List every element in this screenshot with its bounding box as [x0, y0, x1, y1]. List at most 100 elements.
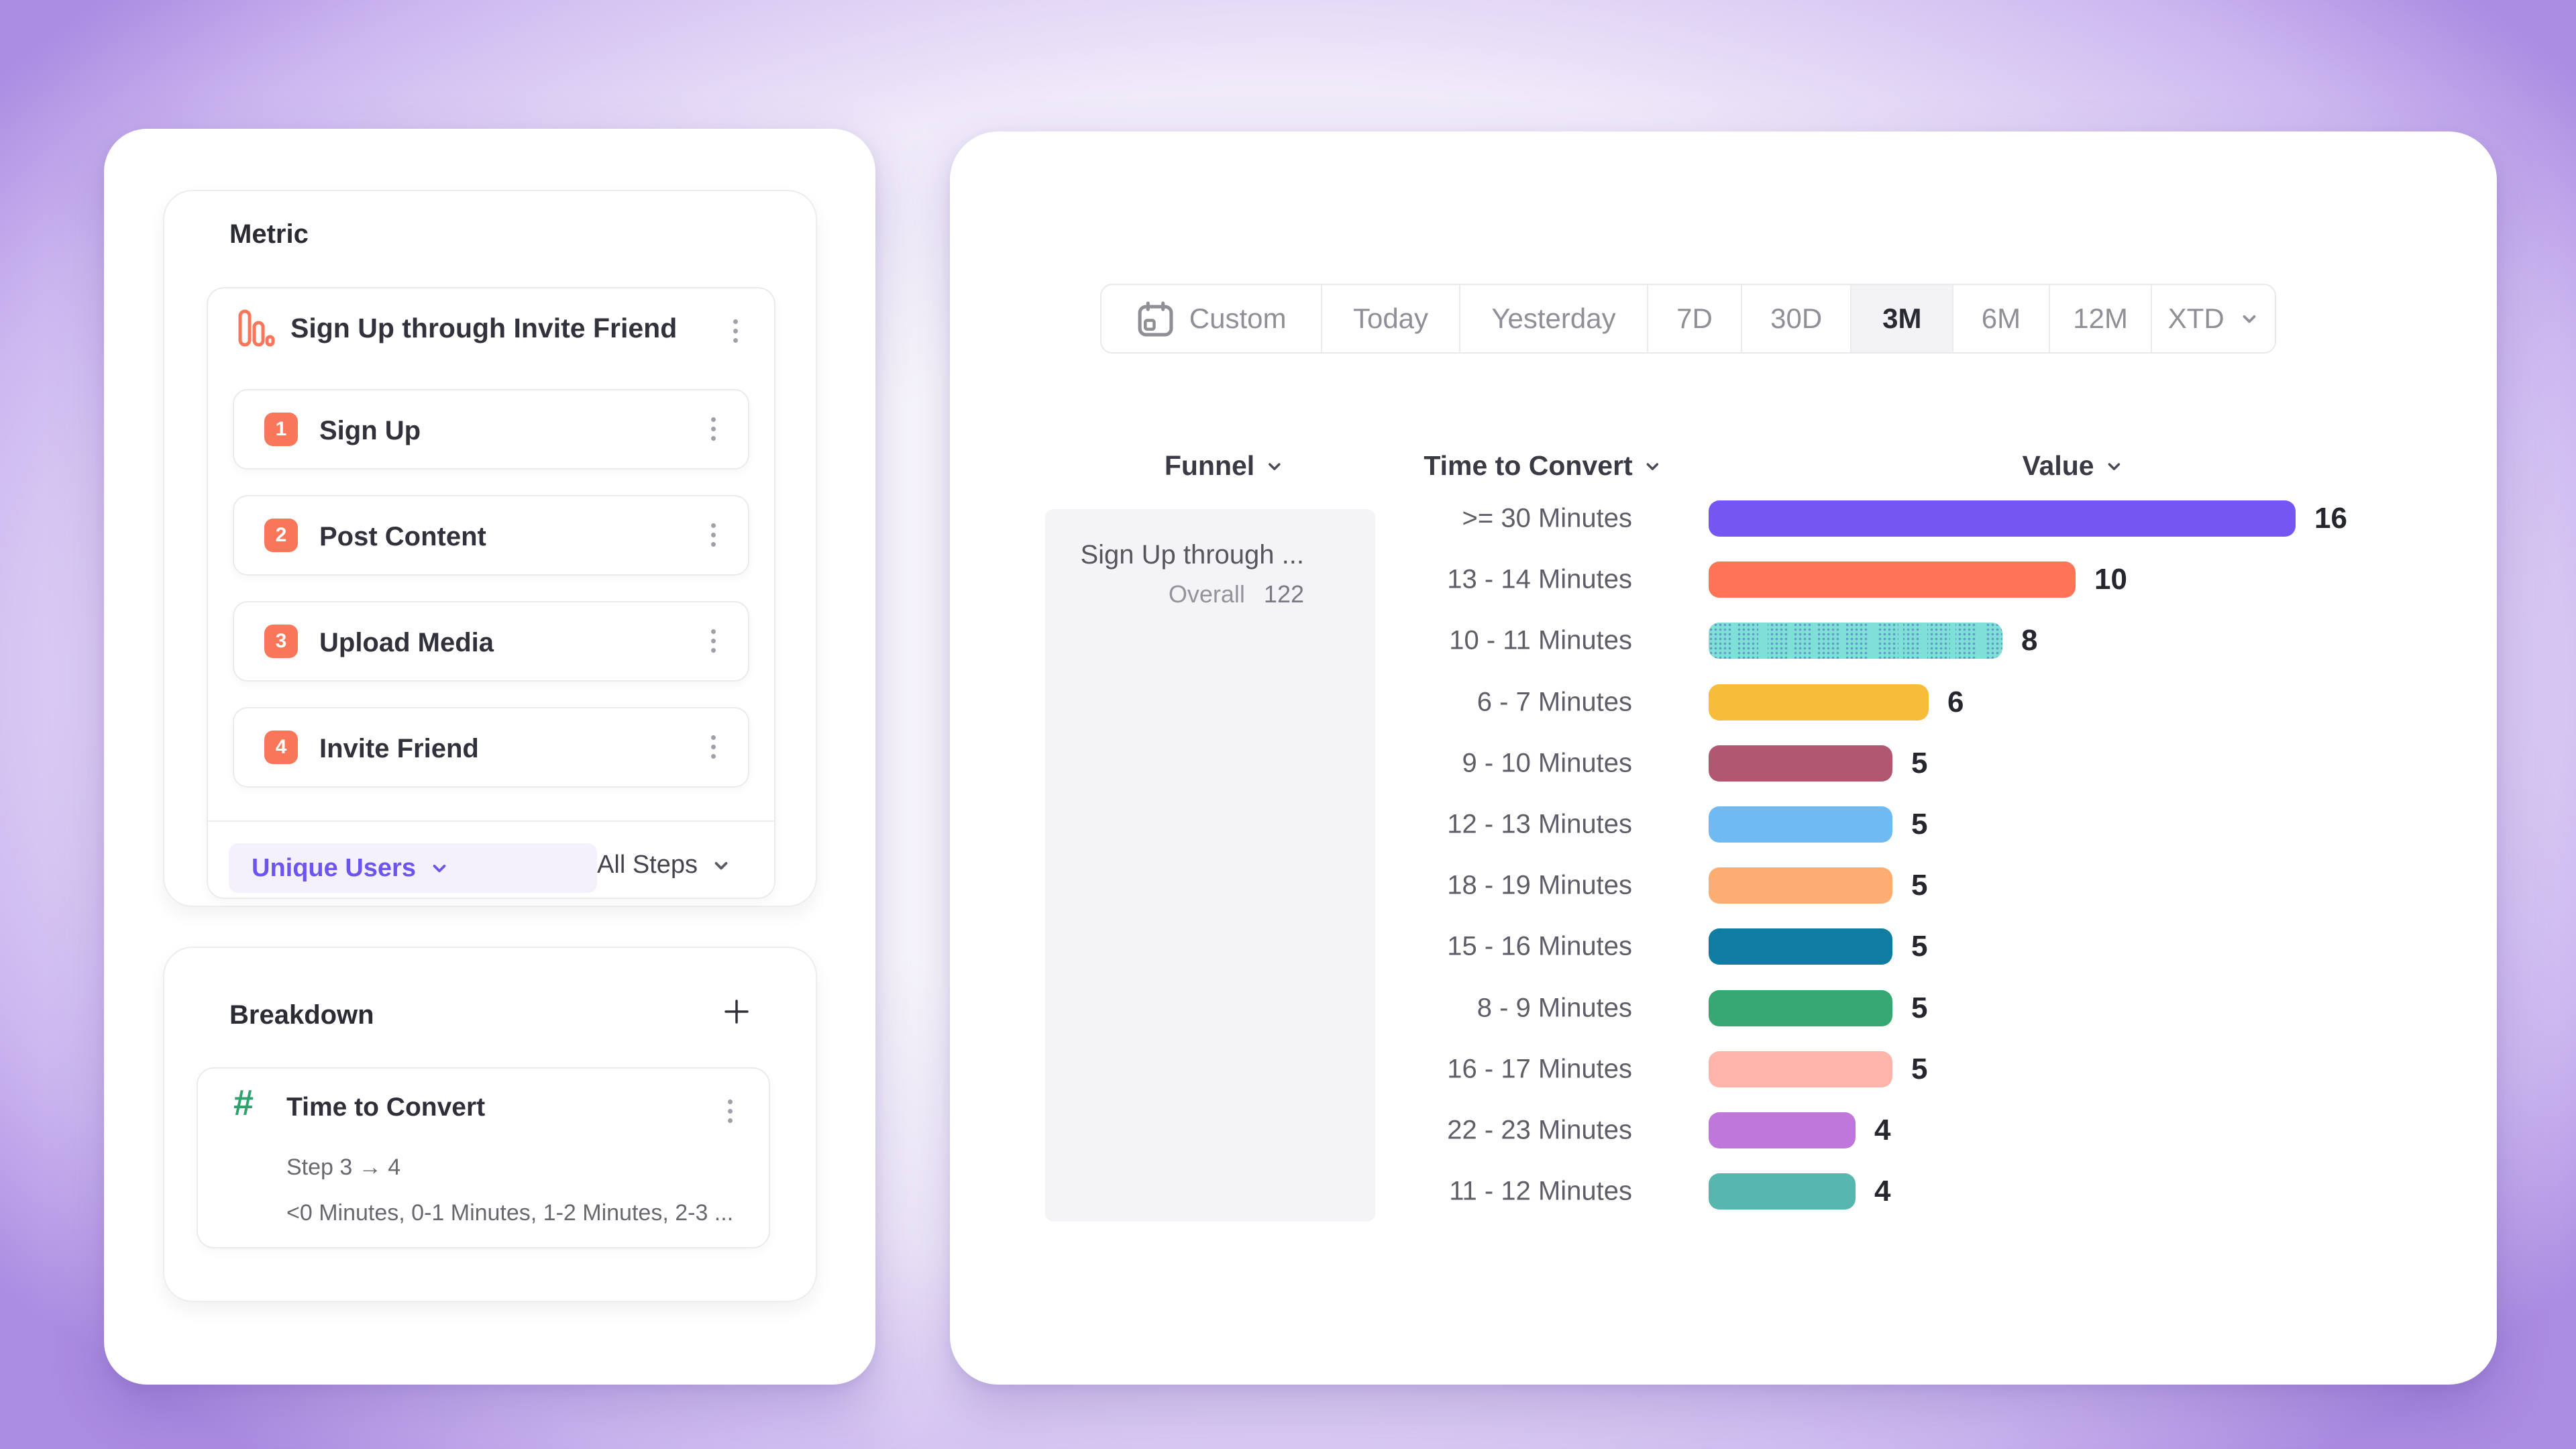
table-row[interactable]: 22 - 23 Minutes 4: [950, 1112, 2497, 1148]
kebab-menu-icon[interactable]: [729, 315, 742, 347]
value-bar[interactable]: [1709, 684, 1929, 720]
column-header-time-to-convert-label: Time to Convert: [1424, 450, 1633, 481]
value-label: 16: [2314, 502, 2347, 535]
value-label: 4: [1874, 1114, 1891, 1146]
value-bar[interactable]: [1709, 928, 1892, 965]
value-label: 8: [2021, 624, 2038, 657]
funnel-metric-card: Sign Up through Invite Friend 1 Sign Up 2 P…: [207, 287, 775, 899]
bucket-label: 13 - 14 Minutes: [1447, 564, 1632, 594]
value-bar[interactable]: [1709, 1051, 1892, 1087]
table-row[interactable]: 8 - 9 Minutes 5: [950, 989, 2497, 1026]
bucket-label: 16 - 17 Minutes: [1447, 1054, 1632, 1084]
step-number-badge: 4: [264, 731, 298, 764]
tab-label: Yesterday: [1491, 303, 1616, 334]
chevron-down-icon: [1265, 457, 1284, 476]
column-header-time-to-convert[interactable]: Time to Convert: [1424, 450, 1662, 482]
bucket-label: 18 - 19 Minutes: [1447, 870, 1632, 900]
report-card: Custom Today Yesterday 7D 30D 3M 6M 12M XTD Funn…: [950, 131, 2497, 1385]
funnel-step-sign-up[interactable]: 1 Sign Up: [233, 389, 749, 470]
kebab-menu-icon[interactable]: [707, 519, 720, 551]
funnel-bars-icon: [237, 309, 275, 349]
overall-value: 122: [1263, 580, 1304, 608]
date-range-tab-xtd[interactable]: XTD: [2152, 285, 2275, 352]
kebab-menu-icon[interactable]: [724, 1095, 737, 1127]
value-label: 5: [1911, 869, 1928, 902]
value-label: 5: [1911, 991, 1928, 1024]
kebab-menu-icon[interactable]: [707, 625, 720, 657]
breakdown-item-card[interactable]: # Time to Convert Step 3 → 4 <0 Minutes,…: [197, 1067, 770, 1248]
funnel-metric-header[interactable]: Sign Up through Invite Friend: [208, 288, 774, 382]
date-range-tab-30d[interactable]: 30D: [1742, 285, 1852, 352]
date-range-tab-6m[interactable]: 6M: [1953, 285, 2050, 352]
step-number-badge: 1: [264, 413, 298, 446]
measure-dropdown[interactable]: Unique Users: [229, 843, 597, 893]
column-header-funnel[interactable]: Funnel: [1165, 450, 1284, 482]
table-row[interactable]: 16 - 17 Minutes 5: [950, 1051, 2497, 1087]
kebab-menu-icon[interactable]: [707, 731, 720, 763]
step-label: Post Content: [319, 522, 486, 551]
date-range-tab-yesterday[interactable]: Yesterday: [1460, 285, 1649, 352]
tab-label: 7D: [1676, 303, 1713, 334]
funnel-step-upload-media[interactable]: 3 Upload Media: [233, 601, 749, 682]
column-header-value[interactable]: Value: [2022, 450, 2123, 482]
steps-filter-dropdown[interactable]: All Steps: [597, 851, 731, 879]
table-row[interactable]: 9 - 10 Minutes 5: [950, 745, 2497, 782]
value-bar[interactable]: [1709, 867, 1892, 904]
tab-label: 12M: [2073, 303, 2128, 334]
value-bar[interactable]: [1709, 1112, 1856, 1148]
step-number-badge: 3: [264, 625, 298, 658]
value-label: 5: [1911, 746, 1928, 780]
table-row[interactable]: 18 - 19 Minutes 5: [950, 867, 2497, 904]
breakdown-section: Breakdown # Time to Convert Step 3 → 4 <…: [163, 947, 817, 1302]
table-row[interactable]: 6 - 7 Minutes 6: [950, 684, 2497, 720]
date-range-tab-3m[interactable]: 3M: [1851, 285, 1954, 352]
chevron-down-icon: [711, 855, 731, 875]
value-bar[interactable]: [1709, 561, 2076, 598]
metric-section-title: Metric: [229, 219, 309, 249]
table-row[interactable]: 12 - 13 Minutes 5: [950, 806, 2497, 843]
funnel-step-post-content[interactable]: 2 Post Content: [233, 495, 749, 576]
tab-label: 30D: [1770, 303, 1823, 334]
value-bar[interactable]: [1709, 500, 2296, 537]
kebab-menu-icon[interactable]: [707, 413, 720, 445]
table-row[interactable]: >= 30 Minutes 16: [950, 500, 2497, 537]
add-breakdown-button[interactable]: [721, 996, 752, 1027]
date-range-tab-12m[interactable]: 12M: [2050, 285, 2153, 352]
bucket-label: 10 - 11 Minutes: [1449, 625, 1632, 655]
step-label: Invite Friend: [319, 734, 479, 763]
chevron-down-icon: [429, 858, 449, 878]
funnel-cell-overall: Overall 122: [1045, 580, 1304, 608]
date-range-tab-custom[interactable]: Custom: [1102, 285, 1323, 352]
divider: [208, 820, 774, 822]
chevron-down-icon: [2105, 457, 2124, 476]
calendar-icon: [1136, 300, 1175, 338]
table-row[interactable]: 15 - 16 Minutes 5: [950, 928, 2497, 965]
table-row[interactable]: 13 - 14 Minutes 10: [950, 561, 2497, 598]
step-number-badge: 2: [264, 519, 298, 552]
funnel-step-invite-friend[interactable]: 4 Invite Friend: [233, 707, 749, 788]
date-range-tab-7d[interactable]: 7D: [1648, 285, 1742, 352]
query-builder-card: Metric Sign Up through Invite Friend 1 Si…: [104, 129, 875, 1385]
tab-label: Custom: [1189, 303, 1287, 334]
column-header-funnel-label: Funnel: [1164, 450, 1255, 481]
column-header-value-label: Value: [2022, 450, 2094, 481]
funnel-cell[interactable]: Sign Up through ... Overall 122: [1045, 509, 1375, 1222]
overall-label: Overall: [1168, 580, 1245, 608]
breakdown-section-title: Breakdown: [229, 1000, 374, 1030]
value-bar[interactable]: [1709, 1173, 1856, 1210]
date-range-tab-today[interactable]: Today: [1322, 285, 1460, 352]
value-bar[interactable]: [1709, 623, 2002, 659]
bucket-label: 15 - 16 Minutes: [1447, 931, 1632, 961]
measure-dropdown-label: Unique Users: [252, 853, 416, 882]
table-row[interactable]: 10 - 11 Minutes 8: [950, 623, 2497, 659]
value-bar[interactable]: [1709, 989, 1892, 1026]
value-bar[interactable]: [1709, 745, 1892, 782]
tab-label: Today: [1352, 303, 1429, 334]
bucket-label: >= 30 Minutes: [1462, 503, 1633, 533]
funnel-cell-title: Sign Up through ...: [1080, 540, 1304, 570]
value-bar[interactable]: [1709, 806, 1892, 843]
table-row[interactable]: 11 - 12 Minutes 4: [950, 1173, 2497, 1210]
tab-label: 3M: [1882, 303, 1922, 334]
funnel-metric-name: Sign Up through Invite Friend: [290, 313, 678, 343]
bucket-label: 8 - 9 Minutes: [1477, 993, 1632, 1023]
